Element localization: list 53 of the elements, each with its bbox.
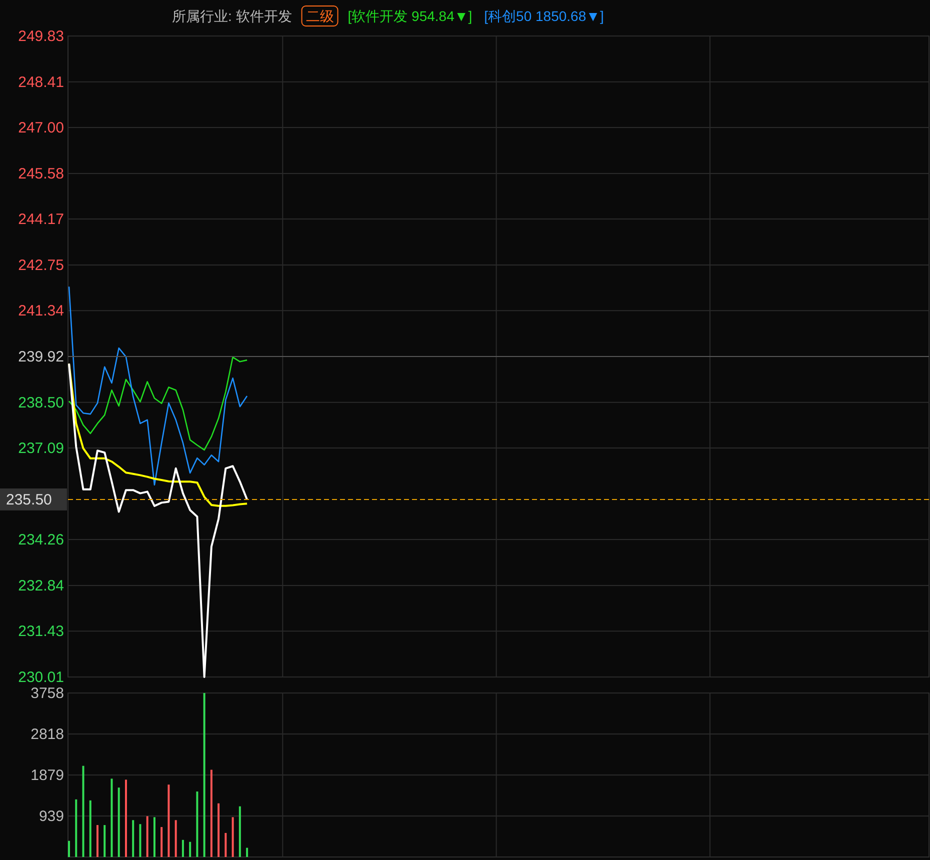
bar: [153, 817, 156, 857]
bar: [139, 824, 142, 857]
y-tick-label: 239.92: [18, 348, 64, 366]
bar: [224, 832, 227, 857]
line-series: [68, 286, 248, 486]
y-tick-label: 244.17: [18, 211, 64, 228]
text: [软件开发 954.84▼]: [348, 8, 472, 24]
bar: [89, 800, 92, 857]
y-tick-label: 1879: [30, 767, 64, 784]
y-tick-label: 247.00: [18, 120, 64, 137]
y-tick-label: 232.84: [18, 577, 64, 594]
y-tick-label: 230.01: [18, 669, 64, 686]
y-tick-label: 245.58: [18, 165, 64, 182]
ref-line-label: 235.50: [6, 491, 52, 508]
bar: [75, 799, 78, 857]
bar: [174, 820, 177, 857]
y-tick-label: 237.09: [18, 440, 64, 458]
bar: [246, 848, 248, 857]
bar: [96, 825, 98, 857]
bar: [160, 827, 163, 857]
line-series: [68, 362, 248, 678]
line-series: [68, 356, 248, 451]
y-tick-label: 242.75: [18, 256, 64, 274]
bar: [132, 820, 134, 857]
bar: [110, 778, 113, 857]
y-tick-label: 248.41: [18, 74, 64, 91]
bar: [203, 693, 206, 857]
bar: [82, 766, 84, 857]
text: 二级: [306, 8, 334, 24]
y-tick-label: 241.34: [18, 302, 64, 320]
y-tick-label: 939: [38, 808, 64, 826]
bar: [232, 817, 234, 857]
line-series: [68, 362, 248, 507]
bar: [104, 825, 106, 857]
y-tick-label: 2818: [30, 726, 64, 744]
y-tick-label: 3758: [30, 685, 64, 702]
bar: [218, 803, 220, 857]
bar: [238, 806, 241, 857]
text: 所属行业: 软件开发: [172, 8, 292, 24]
y-tick-label: 238.50: [18, 394, 64, 412]
bar: [124, 780, 127, 857]
bar: [118, 788, 120, 857]
text: [科创50 1850.68▼]: [484, 8, 604, 24]
bar: [189, 842, 192, 857]
y-tick-label: 231.43: [18, 623, 64, 640]
bar: [210, 770, 212, 857]
bar: [146, 816, 148, 857]
bar: [168, 784, 170, 857]
bar: [182, 840, 184, 857]
y-tick-label: 234.26: [18, 532, 64, 549]
bar: [196, 791, 198, 857]
bar: [68, 840, 70, 857]
y-tick-label: 249.83: [18, 28, 64, 45]
